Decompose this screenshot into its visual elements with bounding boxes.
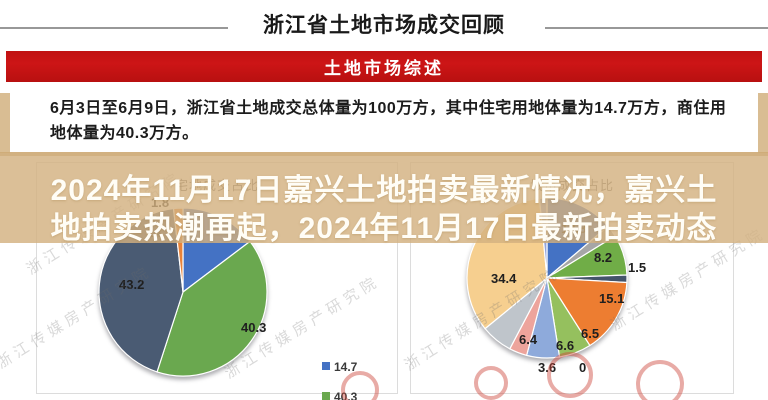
pie-data-label: 34.4: [491, 271, 517, 286]
pie-slices: [98, 207, 268, 377]
section-banner: 土地市场综述: [6, 51, 762, 82]
watermark-ring: [547, 352, 593, 398]
pie-slice: [545, 277, 628, 347]
pie-data-label: 40.3: [241, 320, 266, 335]
legend-label: 14.7: [334, 360, 358, 374]
page-title: 浙江省土地市场成交回顾: [263, 14, 505, 37]
headline-overlay: 2024年11月17日嘉兴土地拍卖最新情况，嘉兴土 地拍卖热潮再起，2024年1…: [0, 152, 768, 245]
pie-data-label: 43.2: [119, 277, 144, 292]
watermark-ring: [474, 366, 508, 400]
pie-slice-商住用地: [156, 240, 268, 377]
pie-data-label: 8.2: [594, 250, 612, 265]
headline-line-1: 2024年11月17日嘉兴土地拍卖最新情况，嘉兴土: [50, 174, 718, 207]
pie-data-label: 6.6: [556, 338, 574, 353]
pie-chart-land-type: 14.740.343.21.8: [98, 195, 268, 377]
section-banner-label: 土地市场综述: [324, 59, 444, 78]
page-edge-left: [0, 93, 10, 153]
watermark-ring: [341, 371, 379, 400]
legend-swatch: [322, 392, 330, 400]
pie-data-label: 1.5: [628, 260, 646, 275]
summary-paragraph: 6月3日至6月9日，浙江省土地成交总体量为100万方，其中住宅用地体量为14.7…: [50, 96, 730, 146]
legend-item: 14.7: [322, 359, 430, 376]
legend-swatch: [322, 362, 330, 370]
pie-chart-cities: 13.88.21.515.16.56.603.66.434.4: [466, 197, 646, 375]
headline-line-2: 地拍卖热潮再起，2024年11月17日最新拍卖动态: [50, 212, 718, 245]
pie-data-label: 6.5: [581, 326, 599, 341]
title-rule-left: [0, 27, 228, 29]
summary-line: 6月3日至6月9日，浙江省土地成交总体量为100万方，其中住宅用地体量为14.7…: [50, 100, 727, 117]
summary-line: 地体量为40.3万方。: [50, 125, 199, 142]
page-edge-right: [758, 93, 768, 153]
pie-slices: [466, 197, 628, 359]
pie-data-label: 15.1: [599, 291, 624, 306]
pie-data-label: 6.4: [519, 332, 538, 347]
title-rule-right: [545, 27, 768, 29]
watermark-ring: [636, 360, 684, 400]
